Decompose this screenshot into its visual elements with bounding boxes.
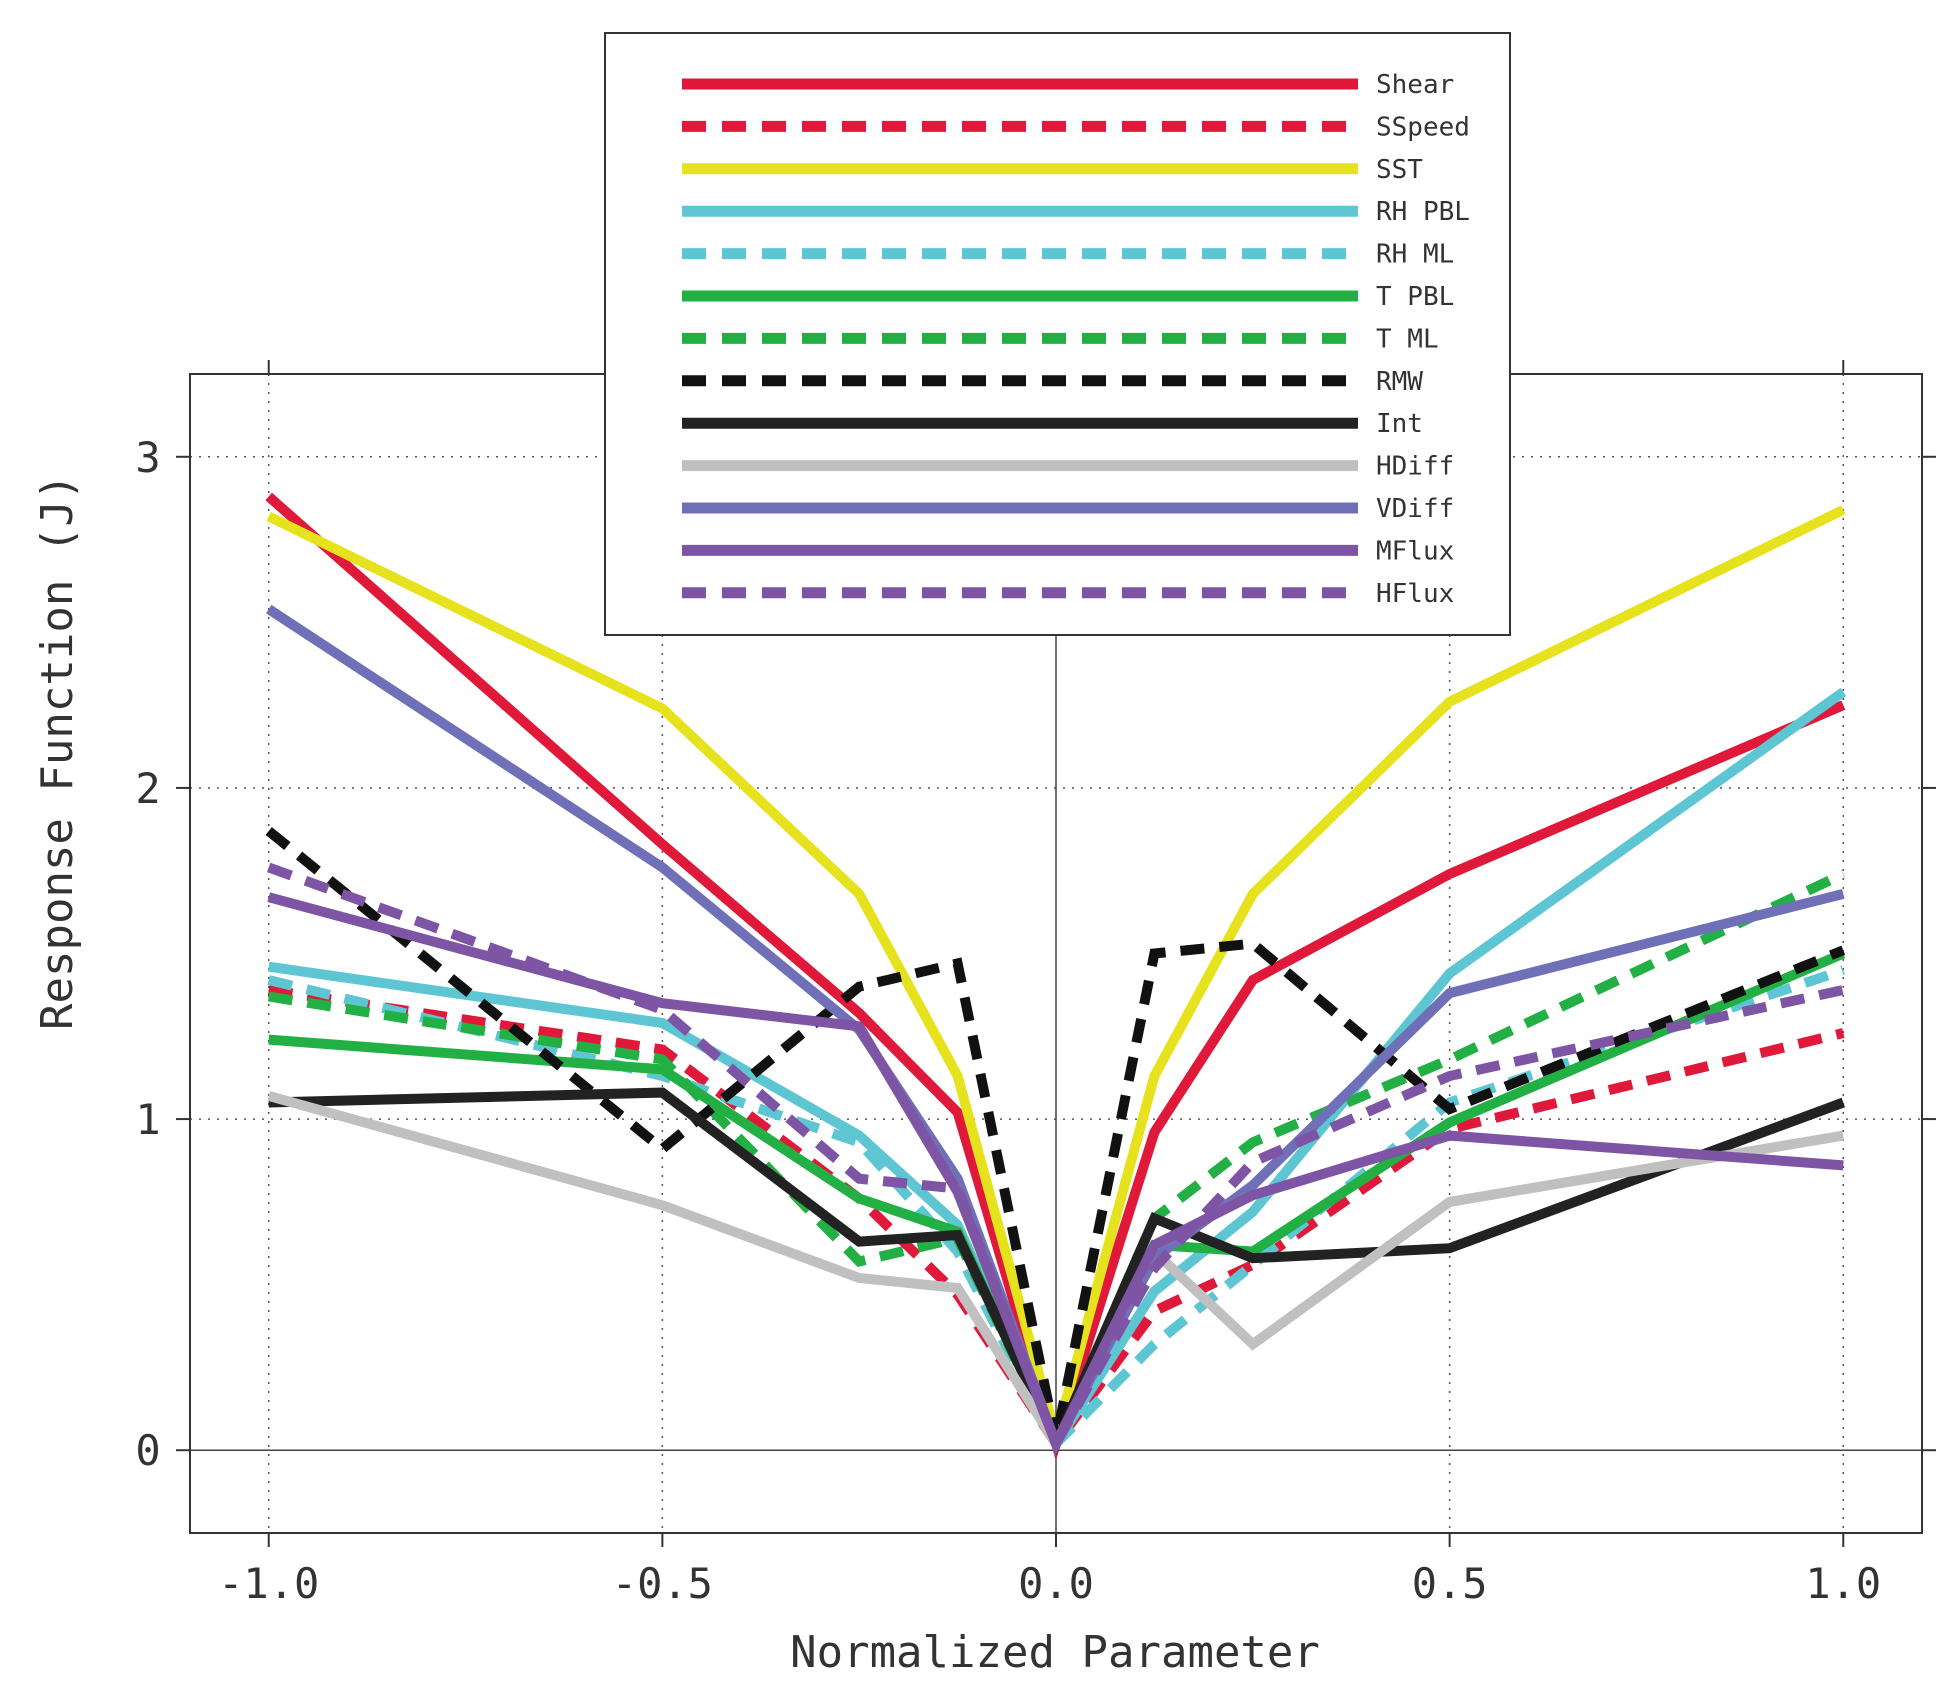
x-tick-label: 0.5 xyxy=(1412,1559,1488,1608)
y-tick-label: 1 xyxy=(135,1095,160,1144)
legend-label: RH ML xyxy=(1376,240,1454,270)
x-tick-label: -1.0 xyxy=(218,1559,319,1608)
x-axis-title: Normalized Parameter xyxy=(790,1627,1320,1678)
legend-label: HDiff xyxy=(1376,452,1454,482)
y-axis-ticks: 0 1 2 3 xyxy=(135,433,1936,1475)
legend-label: T ML xyxy=(1376,324,1439,354)
series-line-mflux xyxy=(267,892,1844,1456)
legend-label: Int xyxy=(1376,409,1423,439)
y-tick-label: 0 xyxy=(135,1426,160,1475)
x-tick-label: -0.5 xyxy=(612,1559,713,1608)
legend-label: SST xyxy=(1376,155,1423,185)
legend-items: Shear SSpeed SST RH PBL RH ML T PBL T ML RMW Int… xyxy=(682,70,1470,609)
legend-label: T PBL xyxy=(1376,282,1454,312)
legend-label: HFlux xyxy=(1376,579,1454,609)
x-tick-label: 0.0 xyxy=(1018,1559,1094,1608)
y-axis-title: Response Function (J) xyxy=(32,474,83,1030)
series-lines xyxy=(265,492,1847,1461)
legend-label: VDiff xyxy=(1376,494,1454,524)
legend: Shear SSpeed SST RH PBL RH ML T PBL T ML RMW Int… xyxy=(604,32,1511,636)
legend-label: RH PBL xyxy=(1376,197,1470,227)
x-tick-label: 1.0 xyxy=(1805,1559,1881,1608)
series-line-hflux xyxy=(266,862,1845,1456)
legend-label: SSpeed xyxy=(1376,112,1470,142)
legend-label: Shear xyxy=(1376,70,1454,100)
legend-label: RMW xyxy=(1376,367,1423,397)
y-tick-label: 3 xyxy=(135,433,160,482)
y-tick-label: 2 xyxy=(135,764,160,813)
legend-label: MFlux xyxy=(1376,536,1454,566)
series-line-t-ml xyxy=(267,869,1846,1456)
